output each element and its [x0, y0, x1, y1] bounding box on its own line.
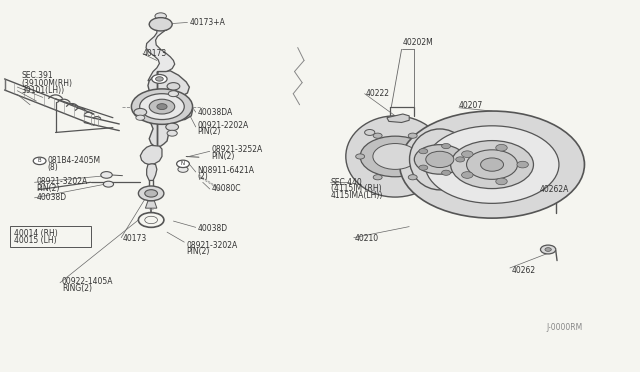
- Text: PIN(2): PIN(2): [198, 127, 221, 136]
- Polygon shape: [140, 145, 162, 164]
- Circle shape: [456, 157, 465, 162]
- Circle shape: [356, 154, 365, 159]
- Text: 40222: 40222: [366, 89, 390, 98]
- Polygon shape: [145, 71, 193, 147]
- Circle shape: [481, 158, 504, 171]
- Circle shape: [100, 171, 112, 178]
- Circle shape: [451, 141, 534, 189]
- Circle shape: [178, 166, 188, 172]
- Circle shape: [168, 91, 179, 97]
- Text: 40015 (LH): 40015 (LH): [14, 236, 57, 245]
- Polygon shape: [387, 114, 409, 122]
- Polygon shape: [145, 201, 157, 208]
- Circle shape: [517, 161, 529, 168]
- Ellipse shape: [346, 116, 445, 197]
- Text: 40038DA: 40038DA: [198, 108, 233, 117]
- Text: (8): (8): [47, 163, 58, 172]
- Text: 40038D: 40038D: [198, 224, 228, 233]
- Circle shape: [131, 89, 193, 124]
- Circle shape: [373, 175, 382, 180]
- Text: 40202M: 40202M: [403, 38, 433, 47]
- Text: 08921-3202A: 08921-3202A: [186, 241, 237, 250]
- Text: 40173+A: 40173+A: [189, 18, 225, 27]
- Circle shape: [157, 104, 167, 110]
- Circle shape: [399, 111, 584, 218]
- Text: N08911-6421A: N08911-6421A: [198, 166, 255, 175]
- Circle shape: [419, 148, 428, 154]
- Circle shape: [152, 74, 167, 83]
- Circle shape: [442, 170, 451, 175]
- Polygon shape: [146, 22, 175, 81]
- Text: 39101(LH)): 39101(LH)): [22, 86, 65, 94]
- Circle shape: [140, 94, 184, 119]
- Text: 40173: 40173: [143, 49, 167, 58]
- Text: J-0000RM: J-0000RM: [546, 323, 582, 331]
- Circle shape: [373, 144, 417, 169]
- Circle shape: [419, 165, 428, 170]
- Circle shape: [149, 99, 175, 114]
- Text: 4115IMA(LH)): 4115IMA(LH)): [331, 191, 383, 200]
- Circle shape: [496, 144, 508, 151]
- Circle shape: [166, 123, 179, 131]
- Circle shape: [442, 144, 451, 149]
- Circle shape: [145, 190, 157, 197]
- Text: 081B4-2405M: 081B4-2405M: [47, 156, 100, 166]
- Circle shape: [153, 20, 168, 29]
- Circle shape: [167, 83, 180, 90]
- Circle shape: [365, 129, 375, 135]
- Circle shape: [461, 151, 473, 157]
- Circle shape: [467, 150, 518, 179]
- Text: (39100M(RH): (39100M(RH): [22, 79, 73, 88]
- Text: (4115IM (RH): (4115IM (RH): [331, 185, 381, 193]
- Text: PIN(2): PIN(2): [212, 152, 235, 161]
- Circle shape: [155, 13, 166, 19]
- Circle shape: [134, 109, 147, 116]
- Circle shape: [426, 151, 454, 167]
- Circle shape: [408, 175, 417, 180]
- FancyBboxPatch shape: [10, 225, 92, 247]
- Ellipse shape: [410, 129, 470, 190]
- Circle shape: [408, 133, 417, 138]
- Text: 40014 (RH): 40014 (RH): [14, 230, 58, 238]
- Circle shape: [425, 126, 559, 203]
- Text: 40207: 40207: [459, 101, 483, 110]
- Circle shape: [414, 145, 465, 174]
- Text: 40173: 40173: [122, 234, 147, 243]
- Circle shape: [540, 245, 556, 254]
- Text: N: N: [181, 161, 185, 166]
- Text: SEC.391: SEC.391: [22, 71, 53, 80]
- Text: 00921-2202A: 00921-2202A: [198, 121, 249, 129]
- Polygon shape: [147, 164, 157, 180]
- Circle shape: [461, 172, 473, 178]
- Circle shape: [156, 77, 163, 81]
- Text: (2): (2): [198, 172, 209, 181]
- Text: 40038D: 40038D: [36, 193, 67, 202]
- Text: 40262: 40262: [511, 266, 535, 275]
- Circle shape: [167, 130, 177, 136]
- Circle shape: [157, 22, 164, 26]
- Circle shape: [103, 181, 113, 187]
- Circle shape: [545, 248, 551, 251]
- Circle shape: [373, 133, 382, 138]
- Circle shape: [360, 136, 430, 177]
- Circle shape: [33, 157, 46, 164]
- Text: 40262A: 40262A: [540, 185, 569, 194]
- Circle shape: [177, 160, 189, 167]
- Circle shape: [138, 186, 164, 201]
- Circle shape: [149, 17, 172, 31]
- Text: 40080C: 40080C: [212, 185, 241, 193]
- Circle shape: [496, 178, 508, 185]
- Text: PIN(2): PIN(2): [36, 184, 60, 193]
- Text: B: B: [38, 158, 42, 163]
- Text: PIN(2): PIN(2): [186, 247, 209, 256]
- Text: 08921-3252A: 08921-3252A: [212, 145, 263, 154]
- Text: SEC.440: SEC.440: [331, 178, 363, 187]
- Text: 08921-3202A: 08921-3202A: [36, 177, 88, 186]
- Text: RING(2): RING(2): [62, 284, 92, 293]
- Text: 40210: 40210: [355, 234, 379, 243]
- Circle shape: [426, 154, 435, 159]
- Text: 00922-1405A: 00922-1405A: [62, 278, 113, 286]
- Circle shape: [136, 115, 145, 120]
